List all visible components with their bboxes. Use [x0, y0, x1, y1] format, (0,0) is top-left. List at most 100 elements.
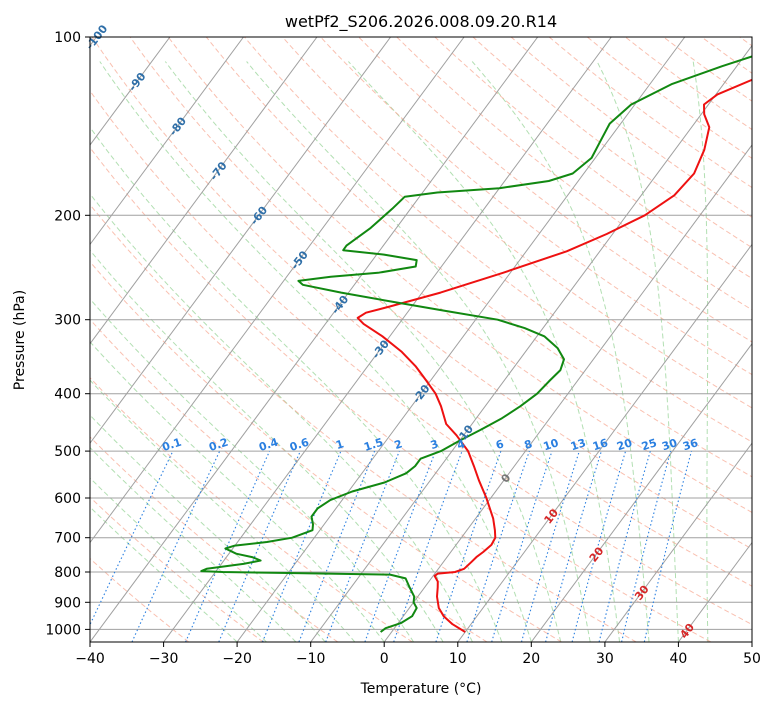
mixing-ratio-label: 36 — [681, 436, 700, 453]
plot-area — [90, 37, 752, 642]
mixing-ratio-label: 16 — [591, 436, 610, 453]
mixing-ratio-labels: 0.1 0.2 0.4 0.6 1 1.5 2 3 4 6 8 10 13 16 20 25 30 36 — [161, 435, 700, 453]
moist-adiabat — [246, 61, 591, 642]
y-axis-label: Pressure (hPa) — [12, 290, 28, 390]
mixing-ratio-label: 20 — [615, 436, 634, 453]
moist-adiabat — [348, 61, 621, 642]
isotherm-line — [90, 37, 465, 544]
mixing-ratio-line — [545, 450, 602, 642]
x-tick-label: 20 — [522, 651, 540, 667]
moist-adiabat — [90, 126, 503, 642]
mixing-ratio-label: 0.4 — [257, 435, 280, 453]
x-tick-label: −10 — [296, 651, 326, 667]
mixing-ratio-line — [90, 450, 174, 626]
mixing-ratio-line — [218, 450, 301, 642]
isotherm-line — [530, 342, 752, 642]
dry-adiabat — [129, 37, 752, 550]
mixing-ratio-line — [643, 450, 693, 642]
mixing-ratio-line — [393, 450, 463, 642]
mixing-ratio-line — [466, 450, 530, 642]
isotherm-line — [90, 37, 171, 146]
mixing-ratio-line — [491, 450, 553, 642]
moist-adiabat — [90, 414, 326, 642]
mixing-ratio-line — [131, 450, 221, 642]
mixing-ratio-label: 2 — [393, 437, 404, 452]
dry-adiabat — [90, 261, 562, 642]
y-tick-label: 200 — [54, 208, 81, 224]
moist-adiabat — [90, 193, 473, 642]
mixing-ratio-label: 1 — [334, 437, 345, 452]
mixing-ratio-label: 0.2 — [207, 436, 230, 454]
moist-adiabat — [99, 61, 532, 642]
y-tick-label: 300 — [54, 313, 81, 329]
dry-adiabat — [434, 37, 752, 280]
isotherm-line — [310, 44, 752, 642]
moist-adiabat — [471, 61, 650, 642]
isotherm-line — [90, 37, 318, 345]
x-tick-label: −40 — [75, 651, 105, 667]
isotherm-line — [90, 37, 392, 445]
x-tick-label: 40 — [669, 651, 687, 667]
mixing-ratio-line — [185, 450, 271, 642]
mixing-ratio-label: 6 — [494, 437, 506, 452]
x-tick-label: 0 — [380, 651, 389, 667]
moist-adiabat — [90, 446, 297, 642]
mixing-ratio-lines — [90, 450, 693, 642]
mixing-ratio-label: 8 — [523, 437, 534, 452]
x-tick-label: 10 — [449, 651, 467, 667]
mixing-ratio-line — [520, 450, 580, 642]
y-tick-label: 100 — [54, 30, 81, 46]
mixing-ratio-line — [571, 450, 627, 642]
y-tick-label: 500 — [54, 444, 81, 460]
dry-adiabat — [91, 37, 752, 587]
dry-adiabat — [320, 37, 752, 376]
moist-adiabat — [90, 477, 267, 642]
x-axis-ticks: −40 −30 −20 −10 0 10 20 30 40 50 — [75, 642, 761, 667]
x-tick-label: 30 — [596, 651, 614, 667]
dewpoint-line — [200, 55, 752, 633]
moist-adiabat — [164, 61, 562, 642]
dry-adiabat — [90, 90, 752, 626]
y-tick-label: 600 — [54, 491, 81, 507]
sounding-profiles — [200, 55, 752, 633]
mixing-ratio-label: 30 — [660, 436, 679, 453]
isotherm-line — [236, 37, 686, 642]
x-tick-label: 50 — [743, 651, 761, 667]
mixing-ratio-label: 13 — [569, 436, 588, 453]
x-tick-label: −30 — [149, 651, 179, 667]
x-axis-label: Temperature (°C) — [360, 681, 482, 697]
mixing-ratio-label: 0.1 — [161, 436, 184, 454]
mixing-ratio-label: 3 — [429, 437, 440, 452]
dry-adiabat — [90, 496, 264, 642]
chart-title: wetPf2_S206.2026.008.09.20.R14 — [285, 12, 557, 32]
mixing-ratio-label: 0.6 — [288, 435, 311, 453]
dry-adiabat — [282, 37, 752, 409]
moist-adiabat — [596, 61, 679, 642]
moist-adiabat — [90, 379, 356, 642]
plot-frame — [89, 36, 753, 643]
y-tick-label: 400 — [54, 387, 81, 403]
mixing-ratio-label: 25 — [640, 436, 659, 453]
isotherm-line — [383, 144, 752, 642]
dry-adiabat — [510, 37, 752, 218]
y-tick-label: 1000 — [45, 622, 81, 638]
y-tick-label: 800 — [54, 565, 81, 581]
mixing-ratio-label: 1.5 — [362, 436, 385, 454]
mixing-ratio-line — [435, 450, 502, 642]
dry-adiabat — [90, 203, 637, 642]
dry-adiabat — [548, 37, 752, 189]
mixing-ratio-line — [621, 450, 672, 642]
isotherm-line — [604, 442, 752, 642]
isotherm-line — [457, 243, 752, 642]
dry-adiabat — [358, 37, 752, 343]
isotherm-line — [90, 37, 539, 642]
mixing-ratio-line — [598, 450, 651, 642]
dry-adiabat — [167, 37, 752, 513]
dry-adiabat — [244, 37, 752, 443]
y-tick-label: 900 — [54, 595, 81, 611]
isotherm-line — [90, 37, 244, 246]
dry-adiabat — [90, 146, 712, 642]
moist-adiabat — [90, 341, 385, 642]
